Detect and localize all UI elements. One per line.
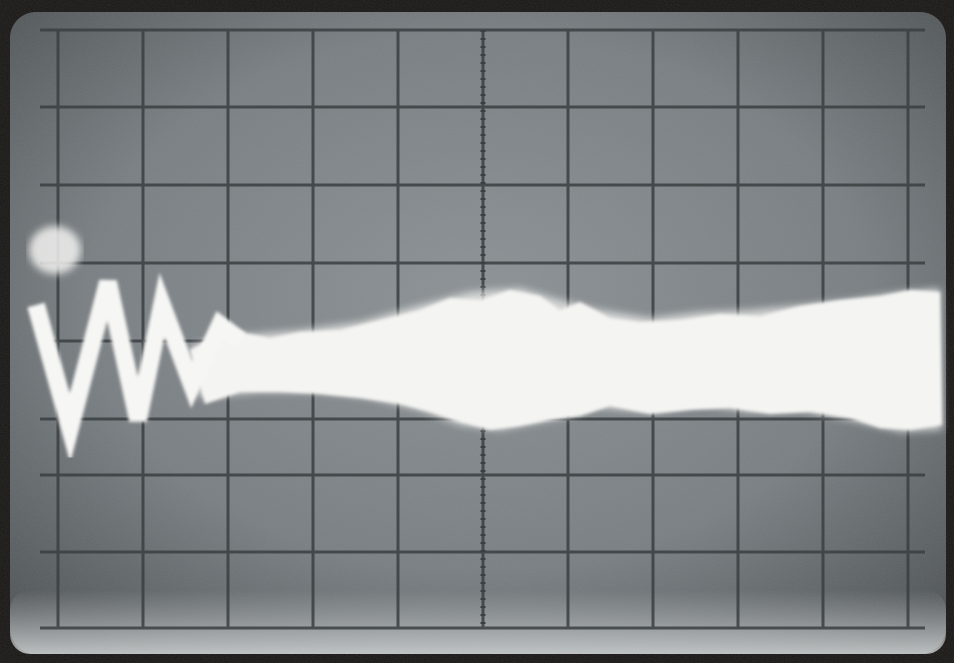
trace-spot (29, 226, 81, 274)
oscilloscope-photo (0, 0, 954, 663)
page (0, 0, 954, 663)
